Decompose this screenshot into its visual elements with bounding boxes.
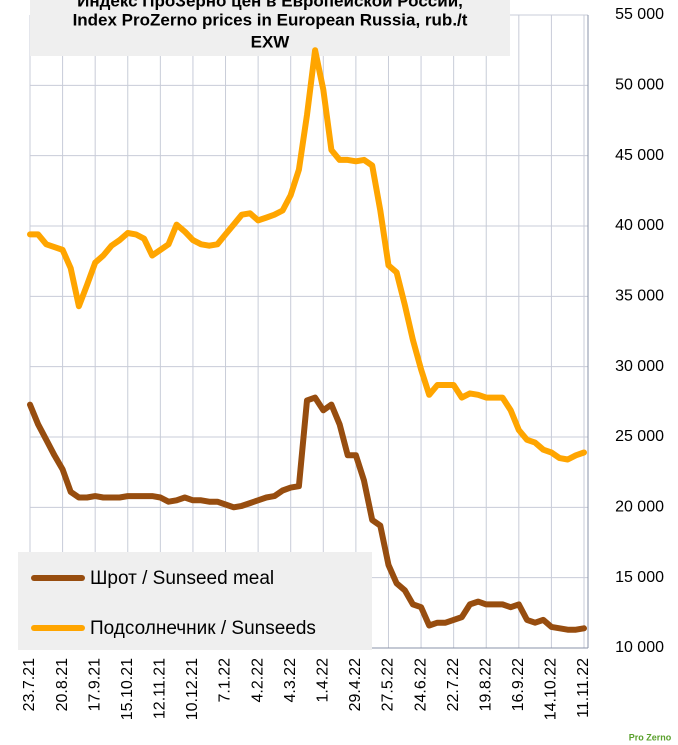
x-tick-label: 1.4.22 (315, 658, 332, 703)
x-tick-label: 22.7.22 (445, 658, 462, 711)
legend: Шрот / Sunseed meal Подсолнечник / Sunsee… (31, 568, 316, 639)
chart-title: Index ProZerno prices in European Russia… (73, 10, 468, 29)
x-tick-label: 23.7.21 (21, 658, 38, 711)
y-tick-label: 20 000 (615, 499, 664, 516)
plot (27, 47, 587, 633)
chart-title: EXW (251, 32, 291, 51)
legend-box (18, 552, 372, 650)
x-tick-label: 24.6.22 (412, 658, 429, 711)
line-series (27, 47, 587, 463)
y-tick-label: 15 000 (615, 569, 664, 586)
x-tick-label: 10.12.21 (184, 658, 201, 720)
x-tick-label: 19.8.22 (477, 658, 494, 711)
x-tick-label: 12.11.21 (152, 658, 169, 719)
line-series (27, 394, 587, 633)
y-tick-label: 55 000 (615, 6, 664, 23)
y-tick-label: 50 000 (615, 77, 664, 94)
title-box (30, 0, 510, 56)
x-tick-label: 29.4.22 (347, 658, 364, 711)
y-tick-label: 35 000 (615, 288, 664, 305)
x-tick-label: 20.8.21 (54, 658, 71, 711)
y-tick-label: 45 000 (615, 147, 664, 164)
legend-label: Шрот / Sunseed meal (90, 568, 274, 589)
x-tick-label: 17.9.21 (86, 658, 103, 711)
labels: 10 000 15 000 20 000 25 000 30 000 35 000 40 0… (21, 0, 672, 742)
x-tick-label: 15.10.21 (119, 658, 136, 720)
x-tick-label: 4.3.22 (282, 658, 299, 703)
y-tick-label: 30 000 (615, 358, 664, 375)
x-tick-label: 27.5.22 (380, 658, 397, 711)
y-tick-label: 40 000 (615, 217, 664, 234)
x-tick-label: 7.1.22 (217, 658, 234, 703)
chart-title: Индекс ПроЗерно цен в Европейской России… (77, 0, 463, 10)
legend-label: Подсолнечник / Sunseeds (90, 618, 316, 639)
x-tick-label: 16.9.22 (510, 658, 527, 711)
x-tick-label: 14.10.22 (543, 658, 560, 720)
y-tick-label: 25 000 (615, 428, 664, 445)
x-tick-label: 11.11.22 (575, 658, 592, 718)
y-tick-label: 10 000 (615, 639, 664, 656)
x-tick-label: 4.2.22 (249, 658, 266, 703)
logo: Pro Zerno (629, 732, 672, 742)
